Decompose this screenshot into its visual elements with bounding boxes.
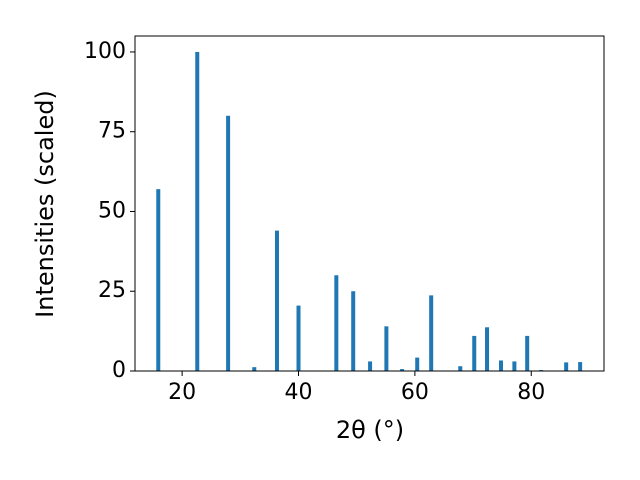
bar [472, 335, 477, 371]
bar [485, 327, 490, 371]
bar [195, 51, 200, 371]
bar [525, 335, 530, 371]
x-tick-label: 40 [285, 380, 313, 405]
y-tick-label: 0 [112, 358, 126, 383]
bar [252, 367, 257, 371]
x-axis-label: 2θ (°) [336, 416, 404, 444]
bar [226, 115, 231, 371]
bar [429, 295, 434, 371]
bar [499, 360, 504, 371]
plot-frame [134, 35, 605, 372]
bar [368, 361, 373, 371]
bar [415, 357, 420, 371]
x-tick-label: 80 [517, 380, 545, 405]
bar [564, 362, 569, 371]
bar [458, 366, 463, 371]
y-tick-label: 75 [98, 119, 126, 144]
x-tick-label: 20 [168, 380, 196, 405]
bar [351, 291, 356, 371]
bar [578, 362, 583, 371]
bar [400, 369, 405, 371]
x-tick-label: 60 [401, 380, 429, 405]
y-tick-label: 50 [98, 198, 126, 223]
bar [384, 326, 389, 371]
bar [512, 361, 517, 371]
bar [274, 230, 279, 371]
y-axis-label: Intensities (scaled) [31, 90, 59, 318]
y-tick-label: 100 [84, 39, 126, 64]
bar [156, 189, 161, 371]
y-tick-label: 25 [98, 278, 126, 303]
bar [334, 275, 339, 371]
bar [296, 305, 301, 371]
